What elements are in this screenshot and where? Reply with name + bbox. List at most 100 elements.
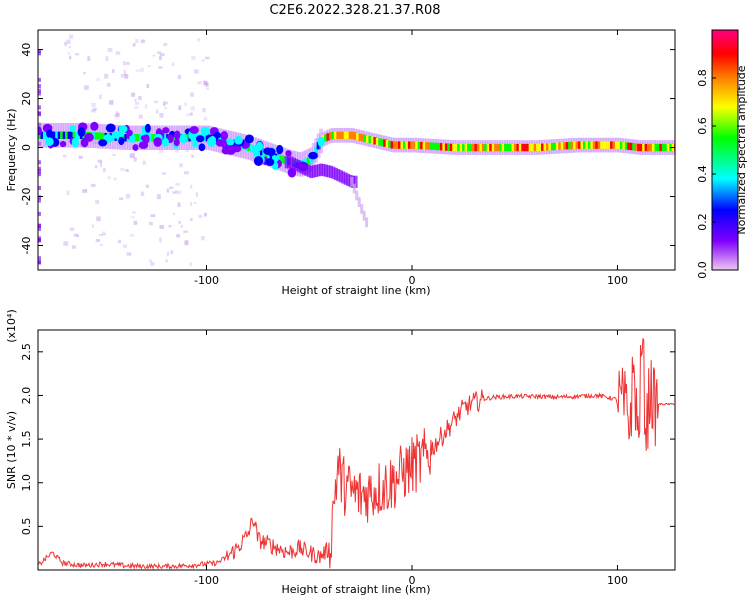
- ridge-core: [390, 141, 395, 149]
- ridge-blob: [173, 138, 180, 147]
- noise-speck: [131, 211, 137, 214]
- ridge-core: [252, 145, 257, 153]
- ridge-blob: [98, 139, 108, 147]
- noise-speck: [87, 56, 91, 62]
- noise-speck: [62, 154, 67, 157]
- noise-speck: [145, 184, 149, 188]
- ridge-core: [523, 143, 528, 152]
- edge-speck: [38, 49, 41, 54]
- noise-speck: [109, 100, 114, 105]
- noise-speck: [125, 193, 131, 199]
- ridge-core: [528, 143, 533, 152]
- noise-speck: [120, 167, 126, 172]
- y-tick-label: 1.0: [20, 474, 33, 492]
- ridge-core: [506, 143, 511, 152]
- ridge-core: [437, 142, 442, 151]
- ridge-core: [449, 143, 454, 152]
- noise-speck: [115, 51, 121, 55]
- ridge-core: [447, 143, 452, 151]
- ridge-core: [639, 143, 644, 152]
- ridge-core: [452, 143, 457, 152]
- noise-speck: [138, 114, 143, 119]
- branch-segment: [294, 158, 299, 172]
- noise-speck: [189, 112, 193, 116]
- noise-speck: [159, 112, 164, 118]
- ridge-core: [57, 131, 62, 139]
- ridge-core: [393, 141, 398, 149]
- y-tick-label: 2.5: [20, 343, 33, 361]
- ridge-core: [600, 141, 605, 149]
- ridge-core: [365, 135, 370, 143]
- noise-speck: [185, 149, 190, 153]
- ridge-core: [375, 137, 380, 146]
- ridge-core: [573, 141, 578, 149]
- y-tick-label: 0: [20, 144, 33, 151]
- noise-speck: [203, 80, 208, 86]
- ridge-blob: [105, 123, 116, 133]
- ridge-core: [454, 143, 459, 152]
- ridge-core: [666, 143, 671, 152]
- noise-speck: [133, 157, 137, 162]
- ridge-core: [590, 141, 595, 149]
- edge-speck: [38, 185, 41, 190]
- y-tick-label: 20: [20, 92, 33, 106]
- branch-segment: [296, 160, 301, 173]
- noise-speck: [92, 141, 98, 144]
- noise-speck: [162, 172, 167, 175]
- ridge-blob: [266, 147, 276, 157]
- ridge-core: [464, 143, 469, 152]
- ridge-blob: [80, 137, 89, 148]
- y-tick-label: 40: [20, 43, 33, 57]
- noise-speck: [172, 212, 176, 215]
- ridge-core: [412, 141, 417, 149]
- ridge-blob: [59, 140, 67, 148]
- noise-speck: [140, 191, 145, 197]
- branch-tail: [355, 190, 359, 201]
- noise-speck: [164, 101, 168, 105]
- ridge-blob: [253, 149, 261, 159]
- noise-speck: [124, 73, 129, 79]
- y-tick-label: 2.0: [20, 387, 33, 405]
- colorbar-tick-label: 0.6: [696, 117, 709, 135]
- noise-speck: [159, 53, 165, 56]
- ridge-core: [395, 141, 400, 149]
- y-tick-label: -40: [20, 237, 33, 255]
- noise-speck: [190, 92, 194, 97]
- noise-speck: [159, 224, 165, 230]
- ridge-core: [560, 142, 565, 150]
- branch-segment: [343, 172, 348, 185]
- noise-speck: [155, 109, 159, 114]
- noise-speck: [163, 42, 168, 47]
- ridge-core: [55, 131, 60, 139]
- ridge-core: [587, 141, 592, 149]
- ridge-core: [629, 142, 634, 151]
- noise-speck: [142, 160, 146, 165]
- ridge-core: [484, 143, 489, 152]
- ridge-core: [94, 132, 99, 140]
- ridge-core: [434, 142, 439, 151]
- ridge-core: [471, 143, 476, 152]
- ridge-core: [388, 140, 393, 148]
- branch-segment: [338, 170, 343, 183]
- ridge-core: [415, 141, 420, 149]
- branch-segment: [306, 164, 311, 177]
- ridge-core: [479, 143, 484, 152]
- branch-tail: [365, 217, 369, 228]
- ridge-core: [575, 141, 580, 149]
- edge-speck: [38, 211, 41, 216]
- ridge-blob: [144, 123, 151, 133]
- ridge-core: [124, 134, 129, 142]
- ridge-core: [568, 141, 573, 150]
- ridge-core: [632, 143, 637, 151]
- ridge-core: [326, 133, 331, 141]
- noise-speck: [190, 218, 193, 221]
- ridge-core: [402, 141, 407, 149]
- edge-speck: [38, 122, 41, 127]
- edge-speck: [38, 111, 41, 116]
- ridge-core: [558, 142, 563, 150]
- noise-speck: [177, 202, 181, 208]
- ridge-blob: [287, 167, 297, 178]
- noise-speck: [178, 105, 182, 110]
- ridge-blob: [189, 126, 199, 134]
- ridge-core: [651, 143, 656, 152]
